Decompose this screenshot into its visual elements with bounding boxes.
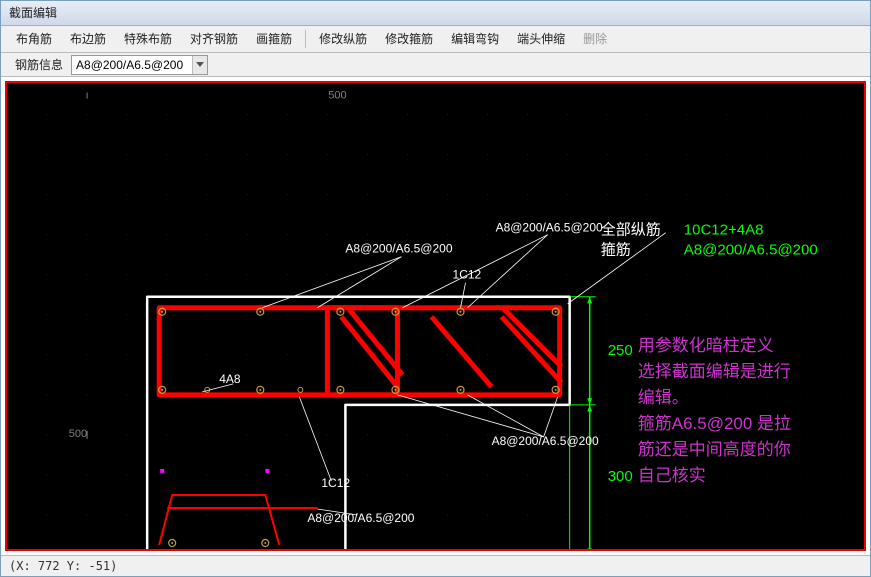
svg-text:10C12+4A8: 10C12+4A8 — [684, 222, 764, 239]
window-title: 截面编辑 — [9, 4, 57, 21]
btn-delete[interactable]: 删除 — [574, 26, 616, 51]
rebar-info-input[interactable] — [72, 56, 192, 74]
canvas-wrap: 500500250300300550A8@200/A6.5@200A8@200/… — [1, 77, 870, 555]
btn-end-stretch[interactable]: 端头伸缩 — [508, 26, 574, 51]
toolbar: 布角筋 布边筋 特殊布筋 对齐钢筋 画箍筋 修改纵筋 修改箍筋 编辑弯钩 端头伸… — [1, 26, 870, 53]
titlebar[interactable]: 截面编辑 — [1, 1, 870, 26]
svg-text:A8@200/A6.5@200: A8@200/A6.5@200 — [684, 242, 818, 259]
svg-text:编辑。: 编辑。 — [638, 388, 689, 407]
btn-corner-bar[interactable]: 布角筋 — [7, 26, 61, 51]
drawing-canvas[interactable]: 500500250300300550A8@200/A6.5@200A8@200/… — [5, 81, 866, 551]
svg-text:A8@200/A6.5@200: A8@200/A6.5@200 — [345, 242, 452, 256]
svg-text:1C12: 1C12 — [453, 268, 482, 282]
toolbar-sep-1 — [305, 30, 306, 48]
btn-draw-stirrup[interactable]: 画箍筋 — [247, 26, 301, 51]
svg-text:A8@200/A6.5@200: A8@200/A6.5@200 — [307, 511, 414, 525]
btn-edge-bar[interactable]: 布边筋 — [61, 26, 115, 51]
input-row: 钢筋信息 — [1, 53, 870, 78]
svg-text:4A8: 4A8 — [219, 372, 241, 386]
rebar-info-label: 钢筋信息 — [11, 56, 67, 73]
svg-text:250: 250 — [608, 342, 633, 359]
btn-edit-hook[interactable]: 编辑弯钩 — [442, 26, 508, 51]
btn-special-bar[interactable]: 特殊布筋 — [115, 26, 181, 51]
rebar-info-combo[interactable] — [71, 55, 208, 75]
btn-align[interactable]: 对齐钢筋 — [181, 26, 247, 51]
svg-text:自己核实: 自己核实 — [638, 466, 706, 485]
svg-text:500: 500 — [69, 428, 87, 440]
svg-text:全部纵筋: 全部纵筋 — [601, 221, 661, 239]
svg-text:选择截面编辑是进行: 选择截面编辑是进行 — [638, 362, 791, 381]
svg-text:A8@200/A6.5@200: A8@200/A6.5@200 — [492, 434, 599, 448]
svg-text:用参数化暗柱定义: 用参数化暗柱定义 — [638, 336, 774, 355]
btn-mod-stirrup[interactable]: 修改箍筋 — [376, 26, 442, 51]
svg-text:筋还是中间高度的你: 筋还是中间高度的你 — [638, 440, 791, 459]
section-edit-window: 截面编辑 布角筋 布边筋 特殊布筋 对齐钢筋 画箍筋 修改纵筋 修改箍筋 编辑弯… — [0, 0, 871, 577]
coord-readout: (X: 772 Y: -51) — [9, 559, 117, 573]
svg-text:A8@200/A6.5@200: A8@200/A6.5@200 — [496, 221, 603, 235]
svg-text:500: 500 — [328, 90, 346, 102]
svg-text:箍筋A6.5@200 是拉: 箍筋A6.5@200 是拉 — [638, 414, 791, 433]
svg-text:1C12: 1C12 — [321, 476, 350, 490]
svg-text:箍筋: 箍筋 — [601, 242, 631, 259]
btn-mod-longbar[interactable]: 修改纵筋 — [310, 26, 376, 51]
dropdown-icon[interactable] — [192, 56, 207, 74]
statusbar: (X: 772 Y: -51) — [1, 555, 870, 576]
svg-text:300: 300 — [608, 468, 633, 485]
